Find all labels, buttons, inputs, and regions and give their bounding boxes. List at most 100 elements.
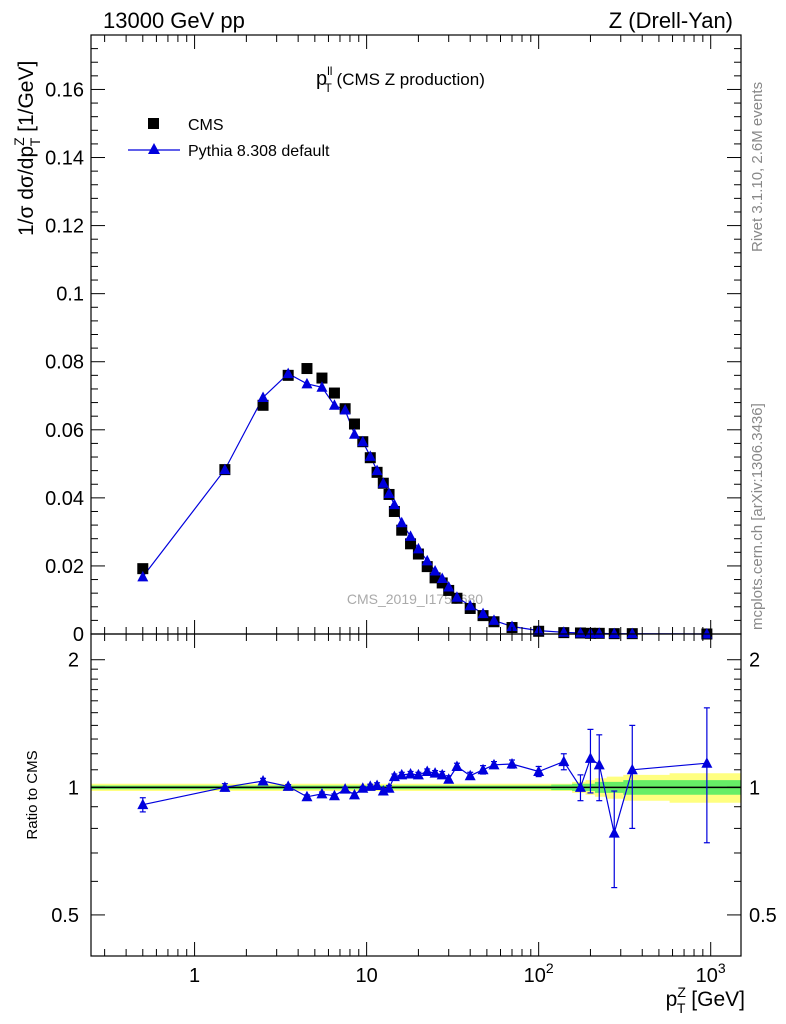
x-tick-label: 103 bbox=[696, 960, 726, 987]
ratio-point bbox=[137, 798, 149, 810]
top-y-tick-label: 0.12 bbox=[45, 216, 84, 238]
ratio-point bbox=[421, 765, 433, 776]
ratio-tick-label-left: 2 bbox=[68, 650, 79, 672]
pythia-point bbox=[339, 404, 351, 415]
pythia-point bbox=[451, 591, 463, 602]
pythia-point bbox=[219, 463, 231, 475]
ratio-point bbox=[626, 763, 638, 775]
ratio-point bbox=[436, 768, 448, 780]
cms-data-point bbox=[301, 363, 313, 375]
legend-cms-label: CMS bbox=[188, 117, 224, 134]
x-tick-label: 1 bbox=[189, 965, 200, 987]
ratio-point bbox=[451, 760, 463, 771]
cms-data-point bbox=[421, 561, 433, 573]
pythia-point bbox=[357, 435, 369, 447]
pythia-point bbox=[593, 627, 605, 638]
header-right: Z (Drell-Yan) bbox=[609, 8, 733, 33]
analysis-watermark: CMS_2019_I1753680 bbox=[347, 591, 483, 607]
mcplots-label: mcplots.cern.ch [arXiv:1306.3436] bbox=[749, 403, 766, 630]
x-tick-label: 10 bbox=[355, 965, 377, 987]
ratio-point bbox=[219, 781, 231, 792]
top-ylabel: 1/σ dσ/dpZT [1/GeV] bbox=[11, 61, 43, 236]
pythia-point bbox=[477, 607, 489, 619]
ratio-point bbox=[558, 755, 570, 767]
pythia-point bbox=[608, 627, 620, 639]
cms-data-point bbox=[388, 505, 400, 517]
ratio-point bbox=[584, 752, 596, 763]
pythia-point bbox=[574, 626, 586, 638]
legend-pythia-label: Pythia 8.308 default bbox=[188, 143, 330, 160]
pythia-point bbox=[383, 487, 395, 498]
pythia-point bbox=[488, 614, 500, 625]
pythia-point bbox=[701, 628, 713, 639]
ratio-point bbox=[533, 765, 545, 776]
pythia-point bbox=[396, 516, 408, 528]
ratio-point bbox=[574, 781, 586, 792]
ratio-point bbox=[339, 783, 351, 794]
x-tick-label: 102 bbox=[524, 960, 554, 987]
cms-data-point bbox=[328, 387, 340, 399]
pythia-point bbox=[377, 477, 389, 488]
pythia-point bbox=[257, 391, 269, 402]
pythia-point bbox=[348, 428, 360, 439]
cms-data-point bbox=[348, 418, 360, 430]
pythia-point bbox=[626, 627, 638, 639]
top-y-tick-label: 0.04 bbox=[45, 488, 84, 510]
legend: CMS Pythia 8.308 default bbox=[128, 117, 330, 160]
pythia-point bbox=[137, 570, 149, 582]
pythia-point bbox=[316, 381, 328, 392]
top-y-tick-label: 0.08 bbox=[45, 352, 84, 374]
ratio-point bbox=[405, 768, 417, 779]
ratio-tick-label-left: 1 bbox=[68, 777, 79, 799]
ratio-point bbox=[443, 773, 455, 784]
ratio-point bbox=[257, 774, 269, 786]
top-y-tick-label: 0.1 bbox=[56, 284, 84, 306]
rivet-label: Rivet 3.1.10, 2.6M events bbox=[749, 82, 766, 252]
ratio-point bbox=[383, 782, 395, 793]
pythia-point bbox=[405, 530, 417, 541]
pythia-point bbox=[301, 377, 313, 389]
bottom-ylabel: Ratio to CMS bbox=[24, 750, 41, 839]
pythia-point bbox=[421, 554, 433, 566]
ratio-point bbox=[412, 768, 424, 780]
ratio-point bbox=[348, 788, 360, 800]
pythia-point bbox=[429, 565, 441, 576]
ratio-point bbox=[371, 779, 383, 790]
pythia-point bbox=[282, 367, 294, 379]
legend-cms-marker bbox=[148, 118, 159, 129]
top-y-tick-label: 0.06 bbox=[45, 420, 84, 442]
top-y-tick-label: 0.16 bbox=[45, 79, 84, 101]
ratio-point bbox=[593, 758, 605, 770]
cms-data-point bbox=[412, 548, 424, 560]
ratio-point bbox=[506, 758, 518, 769]
ratio-point bbox=[377, 785, 389, 796]
top-y-tick-label: 0.02 bbox=[45, 556, 84, 578]
bottom-frame bbox=[90, 633, 742, 957]
ratio-point bbox=[282, 780, 294, 791]
ratio-tick-label-left: 0.5 bbox=[51, 905, 79, 927]
legend-pythia-marker bbox=[148, 143, 160, 154]
ratio-point bbox=[477, 763, 489, 775]
cms-data-point bbox=[316, 372, 328, 384]
pythia-point bbox=[328, 399, 340, 410]
ratio-tick-label-right: 2 bbox=[749, 650, 760, 672]
pythia-point bbox=[371, 464, 383, 476]
cms-data-point bbox=[405, 538, 417, 550]
ratio-point bbox=[396, 768, 408, 780]
ratio-point bbox=[488, 758, 500, 770]
bottom-panel: 1 10 102 103 0.5 0.5 1 1 2 2 bbox=[51, 35, 777, 987]
top-y-tick-label: 0 bbox=[73, 624, 84, 646]
x-axis-label: pZ T [GeV] bbox=[666, 984, 745, 1016]
ratio-point bbox=[464, 769, 476, 781]
ratio-point bbox=[316, 787, 328, 799]
cms-data-point bbox=[257, 399, 269, 411]
top-panel: 0 0.02 0.04 0.06 0.08 0.1 0.12 0.14 0.16 bbox=[45, 34, 742, 646]
pythia-point bbox=[506, 620, 518, 632]
pythia-point bbox=[364, 450, 376, 461]
ratio-point bbox=[701, 757, 713, 768]
ratio-tick-label-right: 0.5 bbox=[749, 905, 777, 927]
ratio-point bbox=[328, 789, 340, 801]
pythia-point bbox=[443, 581, 455, 592]
cms-data-point bbox=[137, 563, 149, 575]
